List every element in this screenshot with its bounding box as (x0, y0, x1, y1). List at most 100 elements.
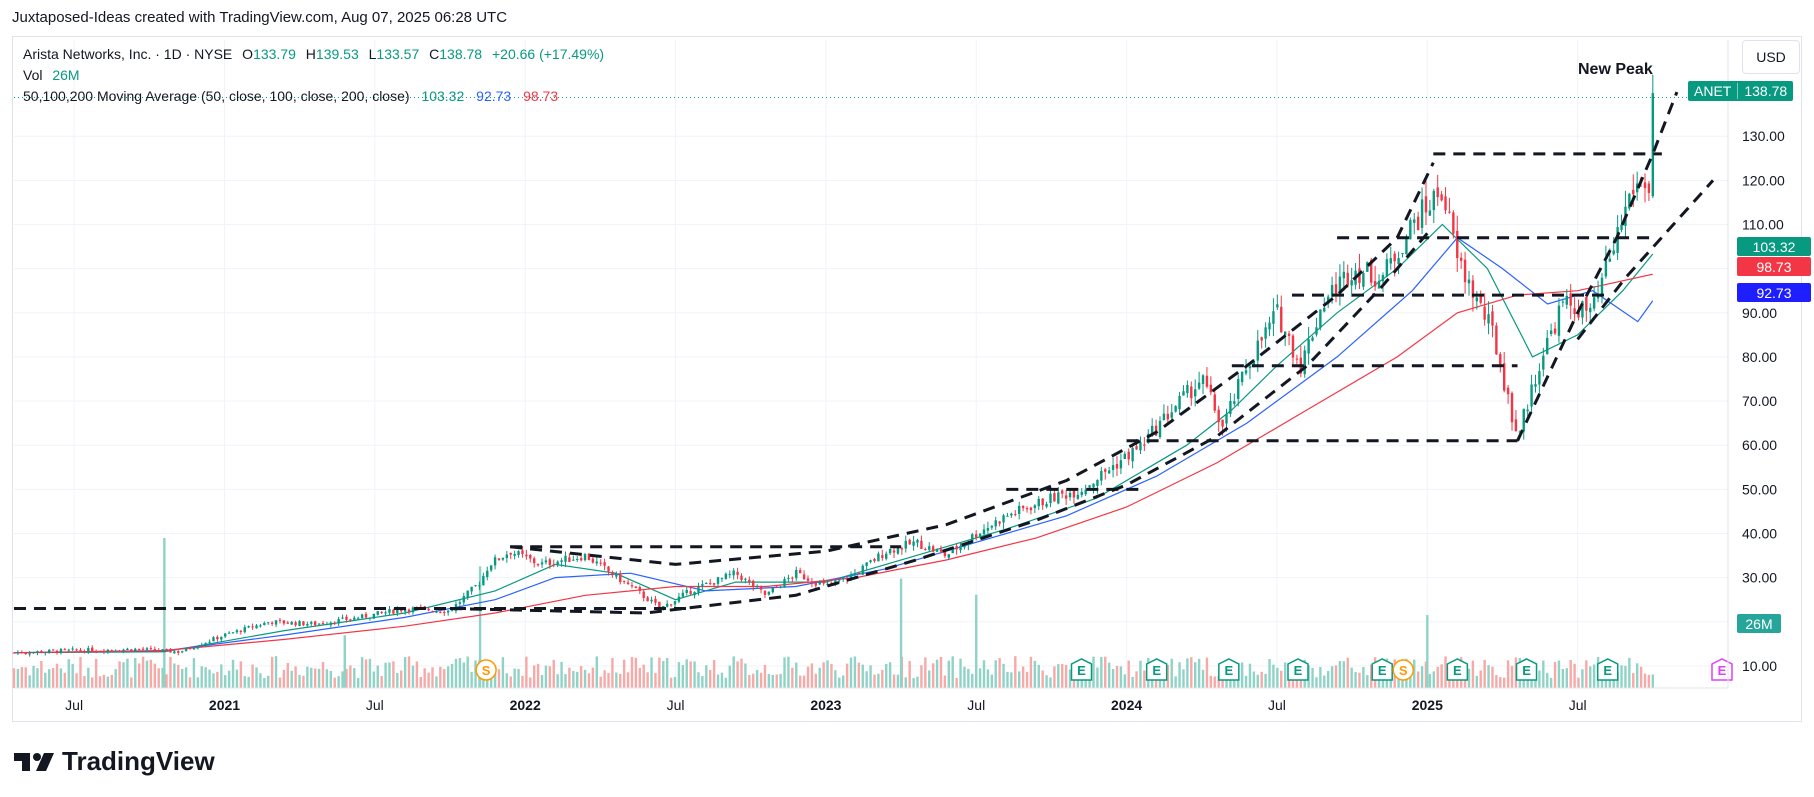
volume-bar (525, 656, 528, 688)
volume-bar (787, 656, 790, 688)
candle-body (1158, 420, 1162, 438)
last-price-value: 138.78 (1744, 83, 1788, 99)
candle-body (744, 578, 747, 580)
high-value: 139.53 (315, 46, 359, 62)
volume-bar (849, 657, 853, 688)
volume-bar (40, 660, 43, 688)
candle-body (1350, 280, 1353, 286)
volume-bar (1585, 660, 1588, 688)
event-marker-label: E (1224, 663, 1233, 678)
candle-body (372, 613, 376, 619)
candle-body (728, 574, 731, 576)
candle-body (947, 554, 950, 558)
y-tick-label: 120.00 (1742, 172, 1785, 188)
volume-bar (1240, 662, 1244, 688)
open-value: 133.79 (253, 46, 296, 62)
volume-bar (180, 668, 184, 688)
event-marker-earnings: E (1070, 658, 1093, 681)
candle-body (1416, 216, 1420, 231)
volume-bar (1260, 671, 1263, 688)
candle-body (286, 622, 289, 624)
candle-body (834, 580, 837, 583)
event-marker-label: E (1718, 663, 1727, 678)
x-tick-label: Jul (1569, 697, 1587, 713)
candle-body (591, 558, 595, 563)
candle-body (91, 647, 94, 652)
candle-body (619, 573, 622, 583)
candle-body (180, 651, 184, 653)
candle-body (1006, 515, 1009, 517)
volume-bar (196, 677, 200, 688)
candle-body (474, 585, 477, 587)
candle-body (392, 609, 395, 614)
volume-bar (607, 673, 610, 688)
volume-bar (724, 677, 728, 688)
candle-body (685, 589, 688, 593)
x-tick-label: 2022 (510, 697, 541, 713)
candle-body (40, 651, 43, 653)
volume-bar (1381, 675, 1385, 688)
candle-body (1463, 259, 1467, 283)
currency-selector[interactable]: USD (1742, 40, 1800, 74)
channel-right-line (1576, 179, 1715, 341)
candle-body (787, 577, 790, 579)
volume-bar (1354, 672, 1357, 688)
volume-bar (51, 668, 55, 688)
candle-body (951, 547, 954, 554)
candle-body (861, 565, 864, 575)
volume-bar (1432, 671, 1435, 688)
volume-bar (247, 676, 250, 688)
candle-body (204, 642, 207, 646)
candle-body (1072, 490, 1076, 498)
y-tick-label: 90.00 (1742, 305, 1777, 321)
candle-body (32, 652, 35, 654)
volume-bar (1534, 676, 1537, 688)
volume-bar (255, 667, 258, 688)
volume-bar (779, 673, 782, 688)
candle-body (200, 645, 203, 647)
candle-body (634, 586, 638, 588)
volume-bar (1330, 666, 1334, 688)
ma200-value: 98.73 (523, 88, 559, 104)
candle-body (1467, 279, 1471, 284)
volume-bar (407, 656, 411, 688)
volume-bar (1483, 659, 1486, 688)
candle-body (1217, 409, 1220, 423)
open-label: O (242, 46, 254, 62)
volume-bar (1174, 676, 1177, 688)
candle-body (513, 553, 516, 556)
earnings-marker-shape (1145, 658, 1168, 681)
candle-body (462, 596, 465, 603)
volume-bar (1589, 666, 1592, 688)
volume-bar (329, 670, 333, 688)
candle-body (255, 625, 258, 629)
volume-bar (857, 662, 861, 688)
volume-bar (908, 661, 911, 688)
candle-body (1225, 413, 1228, 424)
volume-bar (192, 658, 196, 688)
candle-body (427, 608, 430, 611)
candle-body (732, 570, 735, 576)
volume-bar (388, 662, 391, 688)
volume-bar (341, 671, 344, 688)
candle-body (267, 622, 270, 624)
volume-bar (1600, 676, 1604, 688)
candle-body (505, 554, 509, 559)
x-tick-label: Jul (65, 697, 83, 713)
candle-body (1405, 237, 1408, 255)
volume-bar (403, 657, 407, 688)
volume-bar (1143, 670, 1146, 688)
candle-body (439, 611, 442, 613)
candle-body (1049, 493, 1052, 504)
volume-bar (1495, 675, 1498, 688)
volume-bar (157, 668, 160, 688)
candle-body (12, 652, 16, 654)
candle-body (654, 598, 657, 603)
new-peak-annotation: New Peak (1578, 61, 1653, 78)
candle-body (36, 651, 39, 653)
volume-bar (1592, 664, 1596, 688)
tradingview-logo[interactable]: TradingView (14, 746, 215, 777)
volume-bar (505, 673, 509, 688)
candle-body (974, 534, 978, 538)
